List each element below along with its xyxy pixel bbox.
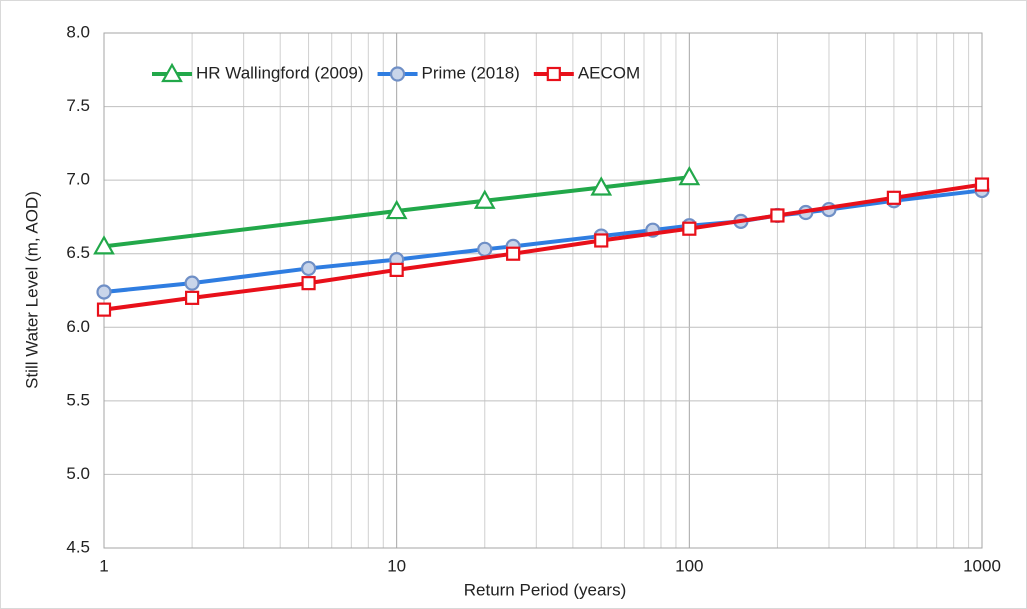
legend-item: Prime (2018) (377, 63, 520, 82)
marker (546, 66, 561, 82)
marker (678, 165, 701, 186)
marker (682, 221, 697, 236)
marker (389, 262, 404, 277)
marker (185, 290, 200, 305)
series-line (103, 182, 983, 312)
y-tick-label: 8.0 (66, 22, 90, 41)
legend-item: AECOM (533, 63, 640, 82)
marker (93, 235, 115, 255)
marker (301, 276, 316, 291)
legend-label: Prime (2018) (422, 63, 520, 82)
y-tick-label: 6.5 (66, 243, 90, 262)
marker (385, 199, 408, 220)
marker (590, 176, 613, 196)
y-tick-label: 4.5 (66, 537, 90, 556)
x-axis-title: Return Period (years) (464, 580, 627, 599)
marker (300, 260, 317, 277)
marker (161, 62, 183, 83)
marker (974, 177, 990, 192)
marker (594, 233, 609, 248)
y-tick-label: 7.5 (66, 96, 90, 115)
marker (184, 275, 200, 291)
legend-label: HR Wallingford (2009) (196, 63, 364, 82)
marker (770, 208, 785, 223)
marker (96, 302, 112, 317)
y-tick-label: 6.0 (66, 317, 90, 336)
legend-item: HR Wallingford (2009) (152, 62, 364, 83)
marker (886, 190, 901, 205)
x-tick-label: 100 (675, 556, 703, 575)
marker (477, 241, 493, 257)
marker (389, 66, 406, 82)
y-axis-title: Still Water Level (m, AOD) (22, 191, 41, 389)
marker (473, 189, 496, 209)
x-tick-label: 1 (99, 556, 108, 575)
y-tick-label: 7.0 (66, 170, 90, 189)
x-tick-label: 1000 (963, 556, 1001, 575)
legend-label: AECOM (578, 63, 640, 82)
y-tick-label: 5.0 (66, 464, 90, 483)
y-tick-label: 5.5 (66, 390, 90, 409)
marker (96, 284, 112, 300)
marker (506, 246, 521, 261)
x-tick-label: 10 (387, 556, 406, 575)
